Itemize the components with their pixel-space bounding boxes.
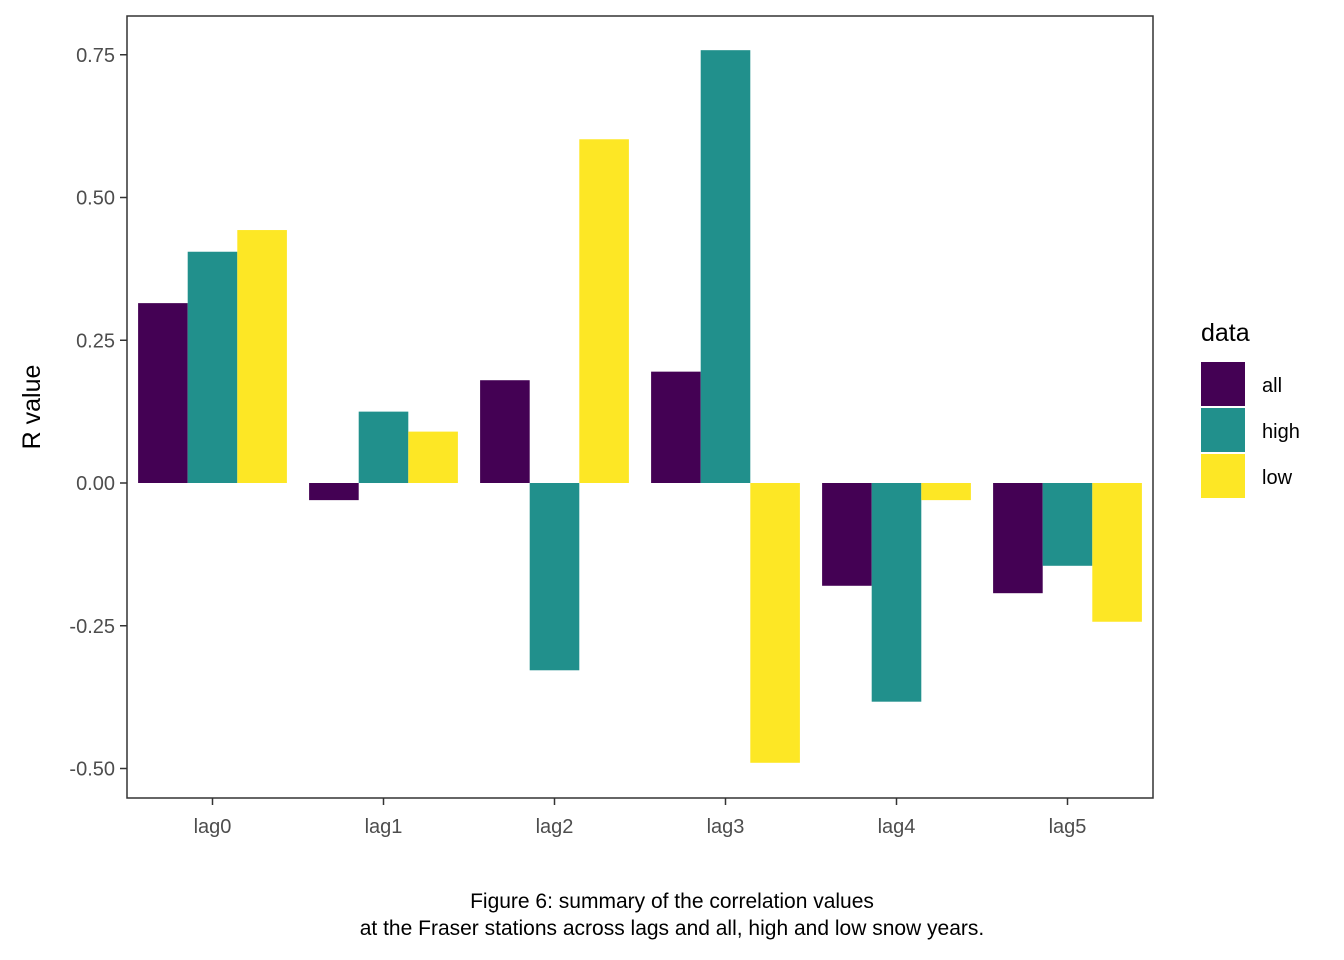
x-axis: lag0 lag1 lag2 lag3 lag4 lag5: [194, 798, 1087, 838]
bar-lag4-high: [871, 483, 922, 702]
figure-caption: Figure 6: summary of the correlation val…: [0, 888, 1344, 942]
bars-group: [138, 50, 1142, 763]
caption-line-2: at the Fraser stations across lags and a…: [359, 917, 985, 940]
y-tick-label: 0.25: [76, 330, 115, 352]
bar-chart: -0.50-0.250.000.250.500.75 lag0 lag1 lag2 l…: [18, 15, 1300, 838]
x-tick-label-lag5: lag5: [1049, 816, 1087, 838]
bar-lag0-high: [187, 251, 238, 483]
bar-lag2-all: [480, 380, 530, 483]
legend-label-low: low: [1262, 467, 1293, 489]
bar-lag1-high: [358, 411, 409, 484]
y-tick-label: 0.00: [76, 473, 115, 495]
bar-lag1-all: [309, 483, 359, 501]
y-tick-label: 0.50: [76, 188, 115, 210]
bar-lag0-low: [237, 230, 287, 483]
bar-lag2-high: [529, 483, 580, 671]
legend-key-all: [1201, 362, 1245, 406]
x-tick-label-lag2: lag2: [536, 816, 574, 838]
x-tick-label-lag1: lag1: [365, 816, 403, 838]
plot-background: [127, 16, 1153, 798]
x-tick-label-lag3: lag3: [707, 816, 745, 838]
bar-lag0-all: [138, 303, 188, 483]
legend-label-high: high: [1262, 421, 1300, 443]
y-tick-label: -0.50: [69, 759, 115, 781]
bar-lag5-high: [1042, 483, 1093, 566]
plot-border: [126, 15, 1154, 799]
legend-label-all: all: [1262, 375, 1282, 397]
bar-lag4-all: [822, 483, 872, 586]
x-tick-label-lag0: lag0: [194, 816, 232, 838]
bar-lag3-low: [750, 483, 800, 763]
y-axis: -0.50 -0.25 0.00 0.25 0.50 0.75: [69, 45, 127, 781]
y-axis-title: R value: [18, 365, 46, 450]
y-tick-label: -0.25: [69, 616, 115, 638]
y-tick-label: 0.75: [76, 45, 115, 67]
bar-lag4-low: [921, 483, 971, 501]
legend: data all high low: [1201, 319, 1300, 498]
bar-lag2-low: [579, 139, 629, 483]
bar-lag3-all: [651, 371, 701, 483]
caption-line-1: Figure 6: summary of the correlation val…: [470, 890, 874, 913]
bar-lag1-low: [408, 431, 458, 483]
x-tick-label-lag4: lag4: [878, 816, 916, 838]
legend-title: data: [1201, 319, 1250, 347]
bar-lag5-low: [1092, 483, 1142, 622]
legend-key-low: [1201, 454, 1245, 498]
bar-lag5-all: [993, 483, 1043, 594]
legend-key-high: [1201, 408, 1245, 452]
bar-lag3-high: [700, 50, 751, 484]
